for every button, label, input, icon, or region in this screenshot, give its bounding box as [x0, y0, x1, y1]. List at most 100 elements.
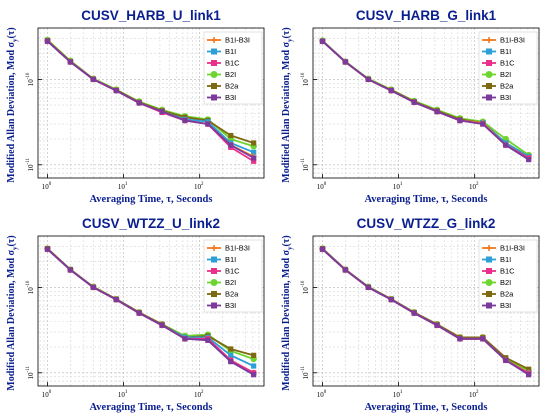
y-tick-label: 10-10: [26, 72, 35, 86]
legend-marker: [486, 60, 492, 66]
legend-label: B2a: [500, 290, 514, 299]
x-axis-label: Averaging Time, τ, Seconds: [365, 402, 488, 413]
series-line: [321, 248, 530, 376]
legend-item: B2a: [482, 82, 514, 91]
data-point: [251, 363, 257, 369]
data-point: [205, 121, 211, 127]
legend-marker: [486, 48, 492, 55]
series-b3i: [319, 246, 532, 378]
legend-item: B2I: [482, 70, 511, 79]
legend-item: B2a: [482, 290, 514, 299]
legend-marker: [211, 256, 217, 263]
legend-marker: [486, 268, 492, 274]
chart-panel: CUSV_WTZZ_G_link2 100 101 102 10-10 10-11 Aver…: [275, 208, 550, 415]
y-tick-label: 10-11: [301, 158, 310, 172]
chart-svg: CUSV_HARB_U_link1 100 101 102 10-10 10-11 Aver…: [6, 8, 265, 205]
legend-item: B1I-B3I: [207, 244, 250, 253]
legend-item: B3I: [207, 301, 236, 310]
grid: [313, 235, 540, 387]
plot-frame: [312, 27, 540, 179]
legend: B1I-B3I B1I B1C B2I B2a B3I: [478, 239, 538, 313]
data-point: [136, 310, 142, 316]
data-point: [205, 337, 211, 343]
legend-marker: [486, 94, 492, 101]
legend-marker: [486, 302, 492, 309]
legend-label: B2I: [500, 278, 511, 287]
legend-item: B2I: [482, 278, 511, 287]
legend-item: B1C: [482, 267, 515, 276]
legend-label: B1C: [225, 59, 240, 68]
legend-marker: [485, 71, 493, 78]
legend-label: B1I: [225, 47, 236, 56]
plot-frame: [37, 27, 265, 179]
x-tick-label: 100: [42, 390, 52, 399]
legend-marker: [211, 245, 217, 251]
legend-label: B2a: [225, 82, 239, 91]
series-b3i: [44, 38, 257, 161]
legend-item: B2I: [207, 278, 236, 287]
data-point: [228, 359, 234, 365]
series-line: [321, 40, 530, 161]
data-point: [182, 336, 188, 342]
legend-label: B1I: [500, 255, 511, 264]
legend-item: B3I: [482, 93, 511, 102]
y-tick-label: 10-10: [26, 280, 35, 294]
legend-item: B3I: [482, 301, 511, 310]
x-tick-label: 101: [393, 390, 403, 399]
data-point: [251, 140, 257, 146]
plot-frame: [37, 235, 265, 387]
data-point: [228, 346, 234, 352]
legend-item: B1I: [482, 47, 511, 56]
chart-panel: CUSV_WTZZ_U_link2 100 101 102 10-10 10-11 Aver…: [0, 208, 275, 415]
legend: B1I-B3I B1I B1C B2I B2a B3I: [203, 239, 263, 313]
legend-box: [203, 239, 263, 313]
legend-marker: [211, 37, 217, 43]
x-axis-label: Averaging Time, τ, Seconds: [365, 194, 488, 205]
series-line: [46, 248, 255, 376]
data-point: [251, 158, 257, 164]
chart-svg: CUSV_HARB_G_link1 100 101 102 10-10 10-11 Aver…: [281, 8, 540, 205]
chart-title: CUSV_HARB_G_link1: [356, 8, 497, 23]
legend-marker: [211, 302, 217, 309]
data-point: [251, 155, 257, 161]
data-point: [319, 246, 326, 252]
x-tick-label: 101: [393, 182, 403, 191]
data-point: [342, 59, 349, 65]
x-tick-label: 102: [469, 390, 479, 399]
legend-item: B2a: [207, 290, 239, 299]
data-point: [136, 100, 142, 106]
data-point: [526, 372, 532, 378]
legend-label: B1I-B3I: [225, 36, 250, 45]
legend: B1I-B3I B1I B1C B2I B2a B3I: [203, 31, 263, 105]
legend-item: B1C: [482, 59, 515, 68]
data-point: [251, 352, 257, 358]
data-point: [251, 149, 257, 155]
series-b3i: [44, 246, 257, 378]
legend-box: [478, 239, 538, 313]
legend-marker: [211, 268, 217, 274]
legend-item: B1C: [207, 59, 240, 68]
data-point: [228, 142, 234, 148]
legend-label: B1I: [225, 255, 236, 264]
data-point: [342, 267, 349, 273]
data-point: [90, 76, 96, 83]
chart-panel: CUSV_HARB_U_link1 100 101 102 10-10 10-11 Aver…: [0, 0, 275, 207]
data-point: [365, 284, 371, 291]
data-point: [480, 121, 486, 127]
data-point: [251, 372, 257, 378]
legend-label: B1I-B3I: [500, 36, 525, 45]
legend-marker: [486, 83, 492, 89]
legend-label: B1I: [500, 47, 511, 56]
data-point: [319, 38, 326, 44]
data-point: [388, 296, 394, 303]
x-tick-label: 100: [317, 390, 327, 399]
data-point: [457, 117, 463, 124]
legend-item: B2I: [207, 70, 236, 79]
data-point: [228, 132, 234, 139]
legend-marker: [210, 279, 218, 286]
data-point: [182, 117, 188, 124]
data-point: [159, 322, 165, 328]
data-point: [411, 99, 417, 105]
legend-item: B1I: [207, 255, 236, 264]
legend-marker: [211, 60, 217, 66]
